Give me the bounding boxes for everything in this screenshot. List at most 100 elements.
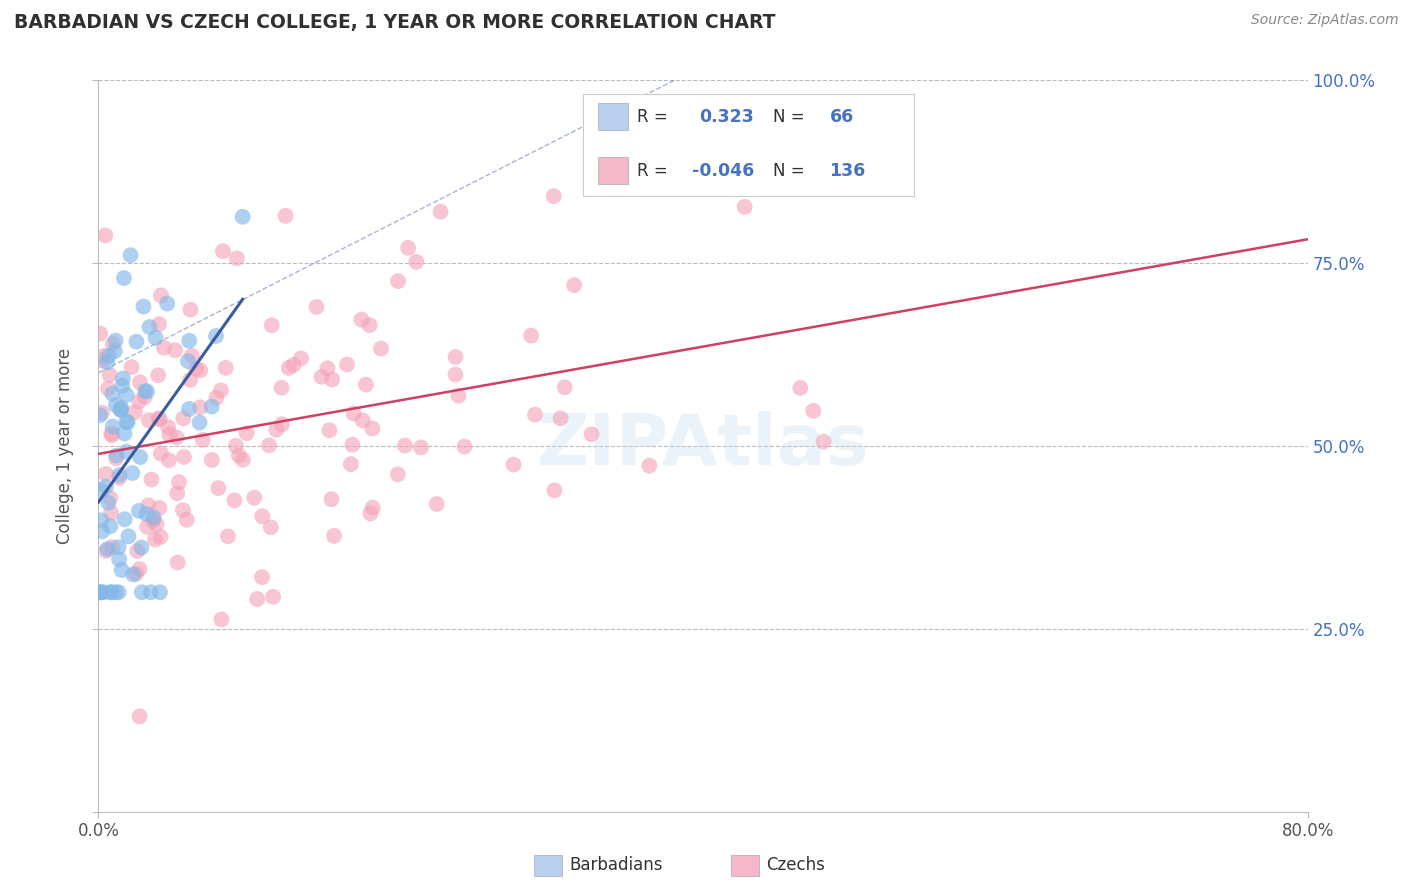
Point — [409, 441, 432, 455]
Point — [100, 426, 122, 441]
Point — [224, 493, 246, 508]
Text: N =: N = — [773, 108, 815, 126]
Point — [266, 423, 288, 437]
Point — [188, 401, 211, 415]
Point — [153, 341, 176, 355]
Point — [232, 210, 254, 224]
Point — [444, 350, 467, 364]
Point — [191, 433, 214, 447]
Point — [108, 468, 131, 483]
Point — [134, 390, 156, 404]
Point — [789, 381, 811, 395]
Point — [125, 334, 148, 349]
Point — [318, 423, 340, 437]
Point — [128, 504, 150, 518]
Point — [115, 415, 138, 429]
Point — [290, 351, 312, 366]
Point — [156, 296, 179, 310]
Point — [257, 438, 280, 452]
Point — [316, 361, 339, 376]
Text: 66: 66 — [830, 108, 853, 126]
Point — [105, 451, 128, 466]
Point — [638, 458, 661, 473]
Point — [104, 344, 127, 359]
Point — [120, 248, 142, 262]
Point — [97, 496, 120, 510]
Point — [361, 500, 384, 515]
Point — [110, 401, 132, 415]
Point — [148, 368, 170, 383]
Point — [342, 438, 364, 452]
Point — [101, 337, 124, 351]
Point — [543, 189, 565, 203]
Point — [149, 288, 172, 302]
Point — [321, 372, 343, 386]
Point — [228, 449, 250, 463]
Point — [148, 317, 170, 331]
Point — [100, 585, 122, 599]
Point — [217, 529, 239, 543]
Point — [124, 405, 146, 419]
Point — [136, 384, 159, 399]
Point — [562, 278, 585, 293]
Point — [250, 570, 273, 584]
Point — [117, 415, 139, 429]
Point — [166, 430, 188, 444]
Point — [136, 520, 159, 534]
Point — [145, 331, 167, 345]
Point — [139, 585, 162, 599]
Point — [801, 404, 824, 418]
Point — [225, 252, 247, 266]
Point — [209, 613, 232, 627]
Point — [370, 342, 392, 356]
Point — [201, 453, 224, 467]
Point — [581, 427, 603, 442]
Point — [91, 524, 114, 539]
Point — [89, 585, 111, 599]
Point — [93, 349, 115, 363]
Point — [352, 413, 374, 427]
Point — [336, 358, 359, 372]
Point — [96, 355, 118, 369]
Point — [101, 386, 124, 401]
Point — [502, 458, 524, 472]
Point — [149, 446, 172, 460]
Point — [98, 519, 121, 533]
Point — [90, 585, 112, 599]
Point — [149, 585, 172, 599]
Point — [105, 449, 128, 463]
Point — [98, 491, 121, 505]
Point — [426, 497, 449, 511]
Point — [127, 544, 149, 558]
Text: 136: 136 — [830, 161, 866, 179]
Text: Barbadians: Barbadians — [569, 856, 664, 874]
Point — [447, 389, 470, 403]
Point — [142, 514, 165, 528]
Point — [138, 320, 160, 334]
Point — [188, 416, 211, 430]
Point — [111, 378, 134, 392]
Text: N =: N = — [773, 161, 815, 179]
Point — [177, 401, 200, 416]
Point — [305, 300, 328, 314]
Point — [112, 271, 135, 285]
Point — [342, 406, 364, 420]
Point — [176, 513, 198, 527]
Point — [252, 509, 274, 524]
Point — [215, 360, 238, 375]
Point — [107, 540, 129, 554]
Point — [104, 334, 127, 348]
Point — [135, 507, 157, 521]
Point — [125, 566, 148, 581]
Point — [321, 492, 343, 507]
Point — [205, 391, 228, 405]
Point — [132, 300, 155, 314]
Point — [813, 434, 835, 449]
Point — [111, 371, 134, 385]
Point — [453, 440, 475, 454]
Point — [94, 467, 117, 481]
Point — [283, 358, 305, 372]
Point — [149, 412, 172, 426]
Point — [128, 562, 150, 576]
Point — [138, 413, 160, 427]
